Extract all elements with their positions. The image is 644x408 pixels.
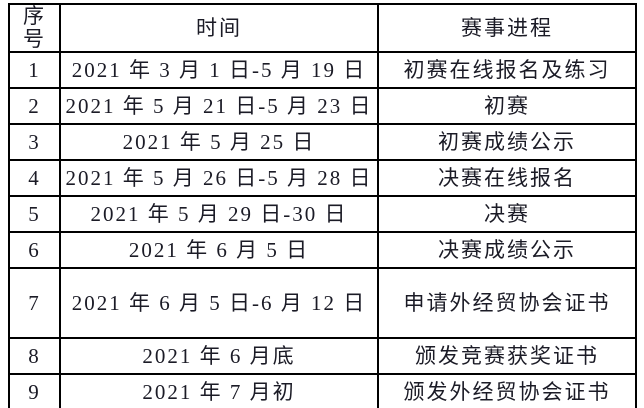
cell-stage: 决赛在线报名 <box>377 159 637 198</box>
header-cell-time: 时间 <box>59 2 379 54</box>
cell-time: 2021 年 5 月 21 日-5 月 23 日 <box>59 87 379 126</box>
cell-number: 4 <box>8 159 61 198</box>
cell-time: 2021 年 6 月底 <box>59 337 379 376</box>
cell-number: 1 <box>8 51 61 90</box>
cell-number: 3 <box>8 123 61 162</box>
cell-stage: 决赛 <box>377 195 637 234</box>
cell-time: 2021 年 3 月 1 日-5 月 19 日 <box>59 51 379 90</box>
cell-stage: 决赛成绩公示 <box>377 231 637 270</box>
table-row: 3 2021 年 5 月 25 日 初赛成绩公示 <box>8 123 637 162</box>
cell-number: 7 <box>8 267 61 340</box>
table-row: 6 2021 年 6 月 5 日 决赛成绩公示 <box>8 231 637 270</box>
table-row: 2 2021 年 5 月 21 日-5 月 23 日 初赛 <box>8 87 637 126</box>
cell-number: 5 <box>8 195 61 234</box>
cell-number: 2 <box>8 87 61 126</box>
cell-time: 2021 年 7 月初 <box>59 373 379 408</box>
table-row: 9 2021 年 7 月初 颁发外经贸协会证书 <box>8 373 637 408</box>
cell-stage: 初赛成绩公示 <box>377 123 637 162</box>
cell-stage: 申请外经贸协会证书 <box>377 267 637 340</box>
cell-number: 8 <box>8 337 61 376</box>
cell-number: 9 <box>8 373 61 408</box>
table-header-row: 序号 时间 赛事进程 <box>8 2 637 54</box>
cell-time: 2021 年 5 月 26 日-5 月 28 日 <box>59 159 379 198</box>
table-row: 7 2021 年 6 月 5 日-6 月 12 日 申请外经贸协会证书 <box>8 267 637 340</box>
cell-time: 2021 年 6 月 5 日 <box>59 231 379 270</box>
cell-number: 6 <box>8 231 61 270</box>
table-row: 5 2021 年 5 月 29 日-30 日 决赛 <box>8 195 637 234</box>
cell-stage: 颁发外经贸协会证书 <box>377 373 637 408</box>
cell-stage: 初赛 <box>377 87 637 126</box>
table-row: 4 2021 年 5 月 26 日-5 月 28 日 决赛在线报名 <box>8 159 637 198</box>
cell-time: 2021 年 5 月 25 日 <box>59 123 379 162</box>
table-row: 8 2021 年 6 月底 颁发竞赛获奖证书 <box>8 337 637 376</box>
schedule-table: 序号 时间 赛事进程 1 2021 年 3 月 1 日-5 月 19 日 初赛在… <box>8 2 637 408</box>
cell-time: 2021 年 6 月 5 日-6 月 12 日 <box>59 267 379 340</box>
header-cell-number: 序号 <box>8 2 61 54</box>
cell-time: 2021 年 5 月 29 日-30 日 <box>59 195 379 234</box>
header-cell-stage: 赛事进程 <box>377 2 637 54</box>
table-row: 1 2021 年 3 月 1 日-5 月 19 日 初赛在线报名及练习 <box>8 51 637 90</box>
cell-stage: 颁发竞赛获奖证书 <box>377 337 637 376</box>
cell-stage: 初赛在线报名及练习 <box>377 51 637 90</box>
